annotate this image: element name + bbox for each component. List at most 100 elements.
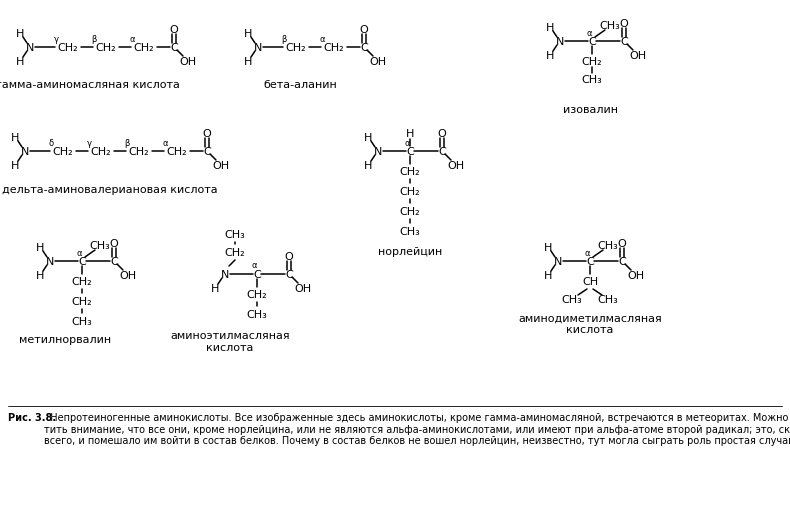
Text: δ: δ	[48, 139, 54, 148]
Text: γ: γ	[86, 139, 92, 148]
Text: CH₂: CH₂	[72, 296, 92, 306]
Text: OH: OH	[627, 270, 645, 280]
Text: OH: OH	[630, 51, 646, 61]
Text: Непротеиногенные аминокислоты. Все изображенные здесь аминокислоты, кроме гамма-: Непротеиногенные аминокислоты. Все изобр…	[44, 412, 790, 445]
Text: C: C	[360, 43, 368, 53]
Text: CH₃: CH₃	[597, 294, 619, 304]
Text: O: O	[618, 239, 626, 248]
Text: бета-аланин: бета-аланин	[263, 80, 337, 90]
Text: CH₂: CH₂	[167, 147, 187, 157]
Text: H: H	[244, 29, 252, 39]
Text: OH: OH	[370, 57, 386, 67]
Text: CH₂: CH₂	[286, 43, 307, 53]
Text: OH: OH	[119, 270, 137, 280]
Text: H: H	[16, 57, 24, 67]
Text: H: H	[546, 23, 555, 33]
Text: H: H	[244, 57, 252, 67]
Text: CH₂: CH₂	[400, 166, 420, 177]
Text: C: C	[285, 269, 293, 279]
Text: α: α	[130, 36, 135, 44]
Text: C: C	[253, 269, 261, 279]
Text: гамма-аминомасляная кислота: гамма-аминомасляная кислота	[0, 80, 180, 90]
Text: CH₂: CH₂	[58, 43, 78, 53]
Text: C: C	[618, 257, 626, 267]
Text: N: N	[554, 257, 562, 267]
Text: α: α	[404, 138, 410, 147]
Text: H: H	[11, 133, 19, 143]
Text: β: β	[281, 36, 287, 44]
Text: O: O	[619, 19, 628, 29]
Text: CH₂: CH₂	[129, 147, 149, 157]
Text: C: C	[588, 37, 596, 47]
Text: α: α	[77, 248, 81, 257]
Text: H: H	[364, 161, 372, 171]
Text: N: N	[374, 147, 382, 157]
Text: O: O	[170, 25, 179, 35]
Text: CH₂: CH₂	[72, 276, 92, 287]
Text: C: C	[586, 257, 594, 267]
Text: OH: OH	[213, 161, 230, 171]
Text: C: C	[78, 257, 86, 267]
Text: CH₂: CH₂	[96, 43, 116, 53]
Text: CH₃: CH₃	[400, 227, 420, 237]
Text: α: α	[585, 248, 590, 257]
Text: метилнорвалин: метилнорвалин	[19, 334, 111, 344]
Text: C: C	[170, 43, 178, 53]
Text: CH₂: CH₂	[53, 147, 73, 157]
Text: CH₃: CH₃	[89, 241, 111, 250]
Text: OH: OH	[179, 57, 197, 67]
Text: аминодиметилмасляная
кислота: аминодиметилмасляная кислота	[518, 313, 662, 334]
Text: H: H	[544, 270, 552, 280]
Text: C: C	[203, 147, 211, 157]
Text: изовалин: изовалин	[562, 105, 618, 115]
Text: CH₂: CH₂	[400, 207, 420, 216]
Text: O: O	[202, 129, 212, 139]
Text: H: H	[36, 242, 44, 252]
Text: H: H	[544, 242, 552, 252]
Text: CH₃: CH₃	[246, 309, 267, 319]
Text: CH₃: CH₃	[72, 317, 92, 326]
Text: γ: γ	[54, 36, 58, 44]
Text: C: C	[620, 37, 628, 47]
Text: N: N	[254, 43, 262, 53]
Text: H: H	[211, 284, 219, 293]
Text: H: H	[36, 270, 44, 280]
Text: β: β	[124, 139, 130, 148]
Text: N: N	[221, 269, 229, 279]
Text: α: α	[319, 36, 325, 44]
Text: α: α	[251, 261, 257, 270]
Text: C: C	[438, 147, 446, 157]
Text: N: N	[21, 147, 29, 157]
Text: H: H	[546, 51, 555, 61]
Text: O: O	[438, 129, 446, 139]
Text: CH₂: CH₂	[91, 147, 111, 157]
Text: H: H	[364, 133, 372, 143]
Text: C: C	[110, 257, 118, 267]
Text: H: H	[11, 161, 19, 171]
Text: CH₂: CH₂	[400, 187, 420, 196]
Text: H: H	[406, 129, 414, 139]
Text: CH₂: CH₂	[324, 43, 344, 53]
Text: OH: OH	[447, 161, 465, 171]
Text: CH₃: CH₃	[562, 294, 582, 304]
Text: CH: CH	[582, 276, 598, 287]
Text: Рис. 3.8.: Рис. 3.8.	[8, 412, 56, 422]
Text: CH₂: CH₂	[134, 43, 154, 53]
Text: CH₃: CH₃	[597, 241, 619, 250]
Text: α: α	[162, 139, 167, 148]
Text: H: H	[16, 29, 24, 39]
Text: дельта-аминовалериановая кислота: дельта-аминовалериановая кислота	[2, 185, 218, 194]
Text: OH: OH	[295, 284, 311, 293]
Text: O: O	[359, 25, 368, 35]
Text: C: C	[406, 147, 414, 157]
Text: CH₂: CH₂	[246, 290, 267, 299]
Text: N: N	[556, 37, 564, 47]
Text: CH₃: CH₃	[600, 21, 620, 31]
Text: O: O	[110, 239, 118, 248]
Text: N: N	[26, 43, 34, 53]
Text: норлейцин: норлейцин	[378, 246, 442, 257]
Text: α: α	[586, 29, 592, 38]
Text: аминоэтилмасляная
кислота: аминоэтилмасляная кислота	[170, 330, 290, 352]
Text: CH₃: CH₃	[581, 75, 603, 85]
Text: CH₂: CH₂	[224, 247, 246, 258]
